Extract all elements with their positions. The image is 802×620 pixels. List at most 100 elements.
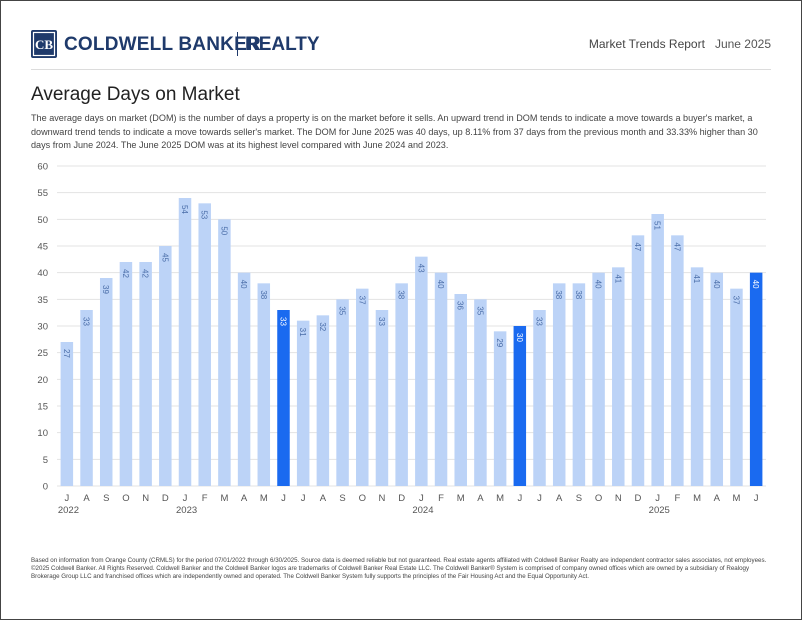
bar xyxy=(257,283,271,486)
bar xyxy=(631,235,645,486)
bar-value-label: 38 xyxy=(397,290,406,299)
x-tick-label: J xyxy=(64,493,69,504)
bar-value-label: 40 xyxy=(751,280,760,289)
x-tick-label: F xyxy=(202,493,208,504)
x-tick-label: S xyxy=(576,493,582,504)
header-divider xyxy=(31,69,771,70)
bar xyxy=(533,310,546,486)
x-tick-label: J xyxy=(754,493,759,504)
dom-bar-chart: 05101520253035404550556027J33A39S42O42N4… xyxy=(37,162,766,516)
y-tick-label: 45 xyxy=(37,242,48,253)
bar-value-label: 30 xyxy=(515,333,524,342)
bar xyxy=(296,320,310,486)
bar-value-label: 35 xyxy=(338,306,347,315)
bar-value-label: 27 xyxy=(62,349,71,358)
x-tick-label: A xyxy=(241,493,248,504)
y-tick-label: 0 xyxy=(43,482,48,493)
y-tick-label: 60 xyxy=(37,162,48,173)
bar xyxy=(316,315,330,486)
bar-value-label: 38 xyxy=(574,290,583,299)
bar-value-label: 33 xyxy=(278,317,287,326)
report-date: June 2025 xyxy=(714,37,771,51)
bar-value-label: 39 xyxy=(101,285,110,294)
page-description: The average days on market (DOM) is the … xyxy=(31,113,758,150)
y-tick-label: 55 xyxy=(37,188,48,199)
bar-value-label: 33 xyxy=(377,317,386,326)
bar xyxy=(356,288,369,486)
x-tick-label: F xyxy=(674,493,680,504)
bar-value-label: 54 xyxy=(180,205,189,214)
x-tick-label: J xyxy=(301,493,306,504)
bar xyxy=(60,342,74,486)
bar xyxy=(710,272,724,486)
bar-value-label: 40 xyxy=(436,280,445,289)
page-title: Average Days on Market xyxy=(31,84,240,105)
x-tick-label: O xyxy=(122,493,129,504)
x-tick-label: N xyxy=(379,493,386,504)
bar xyxy=(159,246,172,486)
bar-value-label: 51 xyxy=(653,221,662,230)
x-tick-label: A xyxy=(320,493,327,504)
bar xyxy=(336,299,349,486)
bar-value-label: 31 xyxy=(298,328,307,337)
bar xyxy=(474,299,487,486)
x-tick-label: D xyxy=(398,493,405,504)
x-tick-label: S xyxy=(103,493,109,504)
bar-value-label: 38 xyxy=(554,290,563,299)
highlight-bar xyxy=(513,326,527,486)
x-tick-label: O xyxy=(359,493,366,504)
bar-value-label: 43 xyxy=(416,264,425,273)
x-tick-label: N xyxy=(615,493,622,504)
x-tick-label: J xyxy=(281,493,286,504)
bar-value-label: 33 xyxy=(535,317,544,326)
bar-value-label: 47 xyxy=(633,242,642,251)
brand-divider xyxy=(237,32,238,56)
y-tick-label: 20 xyxy=(37,375,48,386)
bar xyxy=(139,262,152,486)
bar-value-label: 41 xyxy=(613,274,622,283)
y-tick-label: 15 xyxy=(37,402,48,413)
x-tick-label: M xyxy=(220,493,228,504)
bar-value-label: 33 xyxy=(82,317,91,326)
bar xyxy=(395,283,408,486)
x-tick-label: O xyxy=(595,493,602,504)
report-title: Market Trends Report xyxy=(588,37,705,51)
svg-text:CB: CB xyxy=(35,37,53,52)
x-tick-label: M xyxy=(457,493,465,504)
brand-name: COLDWELL BANKER xyxy=(64,34,261,55)
year-label: 2025 xyxy=(649,505,670,516)
bar-value-label: 41 xyxy=(692,274,701,283)
report-heading: Market Trends Report June 2025 xyxy=(589,37,771,51)
disclaimer-footer: Based on information from Orange County … xyxy=(31,557,767,580)
y-tick-label: 40 xyxy=(37,268,48,279)
bar-value-label: 36 xyxy=(456,301,465,310)
x-tick-label: D xyxy=(635,493,642,504)
bar xyxy=(80,310,93,486)
bar-value-label: 53 xyxy=(200,210,209,219)
bar xyxy=(375,310,389,486)
x-tick-label: M xyxy=(693,493,701,504)
x-tick-label: F xyxy=(438,493,444,504)
highlight-bar xyxy=(277,310,290,486)
x-tick-label: J xyxy=(517,493,522,504)
bar-value-label: 40 xyxy=(594,280,603,289)
bar xyxy=(119,262,133,486)
x-tick-label: J xyxy=(655,493,660,504)
coldwell-banker-logo-icon: CB xyxy=(31,30,57,58)
bar xyxy=(651,214,664,486)
bar xyxy=(415,256,428,486)
bar-value-label: 42 xyxy=(141,269,150,278)
bar-value-label: 37 xyxy=(731,296,740,305)
year-label: 2022 xyxy=(58,505,79,516)
y-tick-label: 30 xyxy=(37,322,48,333)
bar xyxy=(671,235,684,486)
bar xyxy=(237,272,251,486)
bar xyxy=(454,294,467,486)
bar-value-label: 45 xyxy=(160,253,169,262)
year-label: 2023 xyxy=(176,505,197,516)
header: CB COLDWELL BANKER REALTY Market Trends … xyxy=(31,30,771,60)
year-label: 2024 xyxy=(412,505,433,516)
x-tick-label: S xyxy=(339,493,345,504)
x-tick-label: J xyxy=(183,493,188,504)
bar-value-label: 40 xyxy=(239,280,248,289)
